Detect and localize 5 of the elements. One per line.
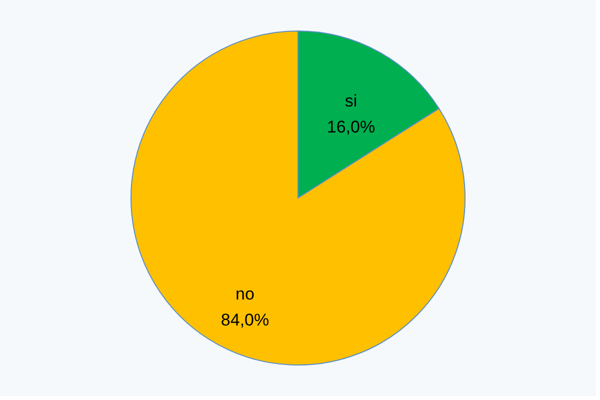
pie-slice [130, 30, 466, 366]
slice-label: no [236, 284, 254, 304]
data-label: 84,0% [220, 310, 270, 330]
slice-label: si [344, 92, 358, 111]
data-label: 16,0% [326, 118, 376, 137]
